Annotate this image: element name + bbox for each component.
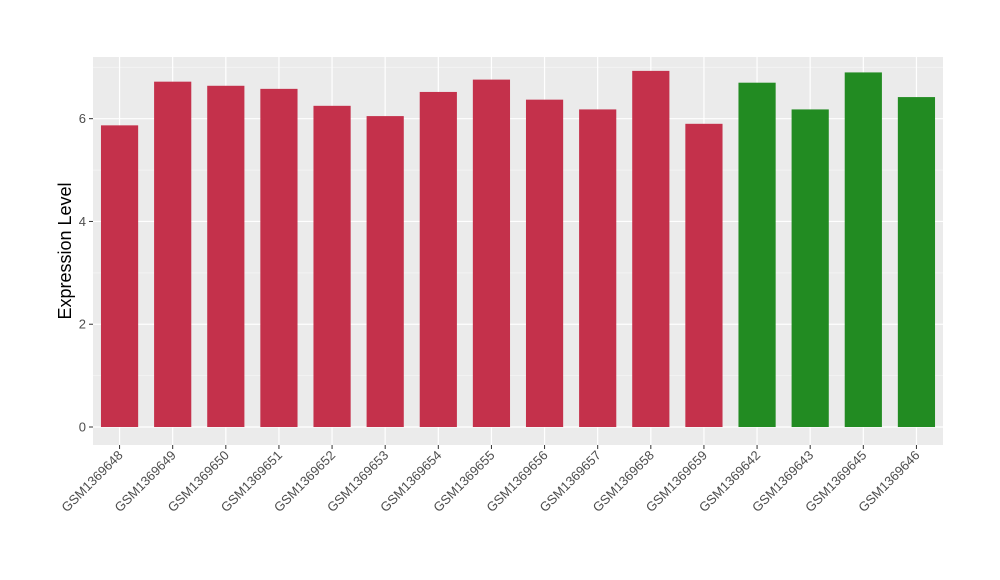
bar-GSM1369653 <box>366 116 404 428</box>
bar-GSM1369650 <box>207 85 245 428</box>
bar-GSM1369642 <box>738 82 776 428</box>
bar-GSM1369652 <box>313 105 351 428</box>
bar-GSM1369645 <box>844 72 882 428</box>
bar-GSM1369654 <box>419 91 457 428</box>
y-tick-label: 4 <box>79 214 86 229</box>
bar-GSM1369657 <box>579 109 617 428</box>
bar-GSM1369655 <box>472 79 511 428</box>
y-tick-label: 6 <box>79 111 86 126</box>
bar-GSM1369646 <box>897 97 936 428</box>
y-axis: 0 2 4 6 <box>79 111 93 435</box>
bar-GSM1369658 <box>632 70 670 428</box>
bar-GSM1369648 <box>100 125 139 428</box>
x-axis: GSM1369648GSM1369649GSM1369650GSM1369651… <box>58 445 923 515</box>
bar-GSM1369651 <box>260 88 298 428</box>
y-axis-title: Expression Level <box>55 182 75 319</box>
bar-GSM1369643 <box>791 109 829 428</box>
y-tick-label: 0 <box>79 420 86 435</box>
bars <box>100 70 936 428</box>
y-tick-label: 2 <box>79 317 86 332</box>
bar-GSM1369649 <box>154 81 192 428</box>
bar-GSM1369659 <box>685 123 723 428</box>
bar-GSM1369656 <box>525 99 564 428</box>
